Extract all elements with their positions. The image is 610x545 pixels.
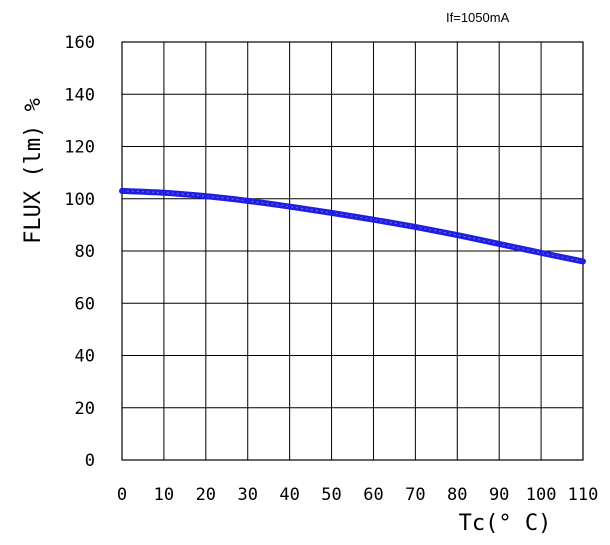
y-tick-label: 40 (75, 347, 95, 367)
x-tick-label: 80 (447, 485, 467, 505)
x-tick-label: 110 (568, 485, 599, 505)
x-tick-labels: 0 10 20 30 40 50 60 70 80 90 100 110 (117, 485, 598, 505)
series-point (330, 211, 334, 215)
x-tick-label: 60 (363, 485, 383, 505)
y-tick-label: 60 (75, 294, 95, 314)
y-tick-label: 120 (64, 138, 95, 158)
series-point (120, 189, 124, 193)
series-point (413, 225, 417, 229)
y-tick-label: 80 (75, 242, 95, 262)
y-tick-labels: 0 20 40 60 80 100 120 140 160 (64, 33, 95, 471)
series-point (246, 199, 250, 203)
x-axis-label: Tc(° C) (459, 511, 552, 536)
y-tick-label: 20 (75, 399, 95, 419)
y-tick-label: 160 (64, 33, 95, 53)
x-tick-label: 50 (321, 485, 341, 505)
plot-frame (121, 41, 584, 461)
x-tick-label: 70 (405, 485, 425, 505)
x-tick-label: 20 (196, 485, 216, 505)
series-point (581, 259, 585, 263)
series-point (288, 205, 292, 209)
series-point (455, 233, 459, 237)
x-tick-label: 90 (489, 485, 509, 505)
y-tick-label: 0 (85, 451, 95, 471)
series-point (162, 191, 166, 195)
grid (121, 41, 584, 461)
x-tick-label: 40 (279, 485, 299, 505)
annotation-label: If=1050mA (446, 10, 510, 25)
series-point (539, 251, 543, 255)
y-axis-label: FLUX (lm) % (21, 98, 46, 244)
series-line-highlight (121, 190, 584, 262)
series-point (371, 218, 375, 222)
x-tick-label: 100 (526, 485, 557, 505)
x-tick-label: 30 (237, 485, 257, 505)
series-point (204, 194, 208, 198)
series-point (497, 242, 501, 246)
y-tick-label: 100 (64, 190, 95, 210)
y-tick-label: 140 (64, 85, 95, 105)
x-tick-label: 0 (117, 485, 127, 505)
x-tick-label: 10 (154, 485, 174, 505)
series-layer (119, 187, 586, 265)
